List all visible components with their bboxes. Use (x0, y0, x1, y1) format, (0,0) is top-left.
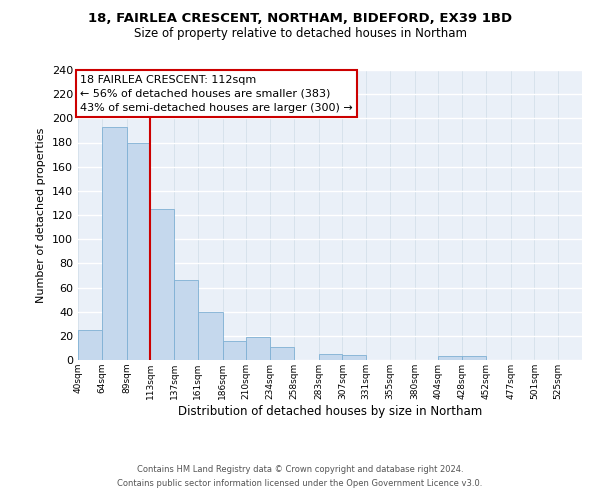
Bar (102, 127, 127, 360)
Bar (150, 209, 174, 360)
Bar (223, 340, 247, 360)
Bar (247, 337, 270, 360)
Bar (439, 356, 462, 360)
X-axis label: Distribution of detached houses by size in Northam: Distribution of detached houses by size … (178, 404, 482, 417)
Bar (174, 280, 198, 360)
Bar (462, 356, 486, 360)
Text: Size of property relative to detached houses in Northam: Size of property relative to detached ho… (133, 28, 467, 40)
Bar (343, 355, 366, 360)
Bar (319, 354, 343, 360)
Bar (127, 142, 150, 360)
Text: 18 FAIRLEA CRESCENT: 112sqm
← 56% of detached houses are smaller (383)
43% of se: 18 FAIRLEA CRESCENT: 112sqm ← 56% of det… (80, 75, 353, 113)
Text: Contains HM Land Registry data © Crown copyright and database right 2024.
Contai: Contains HM Land Registry data © Crown c… (118, 466, 482, 487)
Y-axis label: Number of detached properties: Number of detached properties (37, 128, 46, 302)
Bar (270, 346, 294, 360)
Text: 18, FAIRLEA CRESCENT, NORTHAM, BIDEFORD, EX39 1BD: 18, FAIRLEA CRESCENT, NORTHAM, BIDEFORD,… (88, 12, 512, 26)
Bar (78, 330, 102, 360)
Bar (198, 312, 223, 360)
